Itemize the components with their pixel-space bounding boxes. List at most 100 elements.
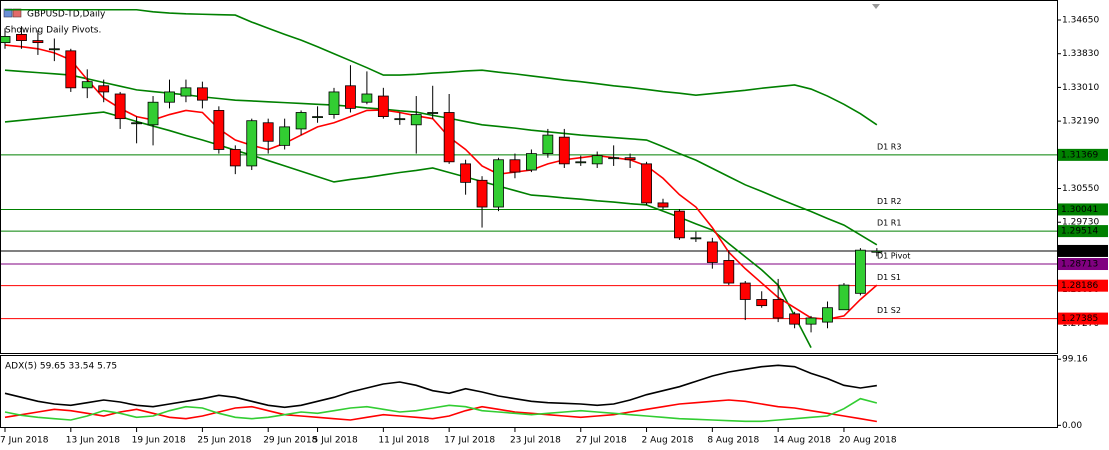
candle-body: [641, 163, 652, 204]
candle-body: [772, 299, 784, 319]
candle-body: [213, 110, 225, 150]
x-tick-label: 11 Jul 2018: [378, 436, 429, 446]
indicator-panel: [0, 355, 1058, 428]
candle-body: [262, 122, 274, 142]
y-tick-label: 1.34650: [1062, 16, 1099, 26]
x-tick-label: 7 Jun 2018: [0, 436, 49, 446]
price-box: [1058, 225, 1108, 238]
x-tick-label: 19 Jun 2018: [132, 436, 186, 446]
plot-area: [4, 364, 878, 423]
price-box: [1058, 258, 1108, 271]
overlay-line: [4, 69, 878, 246]
price-box: [1058, 312, 1108, 325]
price-box: [1058, 279, 1108, 292]
price-box-label: 1.29031: [1061, 246, 1098, 256]
pivot-label: D1 S2: [877, 306, 901, 315]
candle-body: [361, 93, 373, 103]
x-tick-label: 13 Jun 2018: [66, 436, 120, 446]
candle-body: [98, 85, 110, 93]
candle-body: [131, 122, 143, 125]
candle-body: [509, 159, 521, 173]
candle-body: [180, 87, 192, 97]
candle-body: [328, 91, 340, 115]
y-tick-label: 0.00: [1062, 421, 1082, 431]
candle-body: [279, 126, 291, 146]
price-box: [1058, 148, 1108, 161]
price-box-label: 1.28713: [1061, 260, 1098, 270]
candle-body: [147, 101, 159, 126]
candle-body: [443, 112, 455, 163]
main-panel: [0, 0, 1058, 354]
candle-body: [394, 118, 406, 121]
candle-body: [164, 91, 175, 103]
price-box-label: 1.30041: [1061, 205, 1098, 215]
candle-body: [295, 112, 307, 130]
x-tick-label: 20 Aug 2018: [839, 436, 897, 446]
candle-body: [674, 210, 685, 239]
x-tick-label: 27 Jul 2018: [576, 436, 627, 446]
candle-body: [723, 260, 735, 284]
candle-body: [789, 313, 800, 325]
candle-body: [427, 112, 439, 114]
x-tick-label: 14 Aug 2018: [773, 436, 831, 446]
y-tick-label: 1.32190: [1062, 117, 1099, 127]
candle-body: [114, 93, 126, 120]
candle-body: [542, 134, 554, 154]
candle-body: [32, 40, 44, 44]
candle-body: [608, 157, 620, 160]
candle-body: [377, 95, 389, 117]
chart-subtitle: Showing Daily Pivots.: [5, 26, 101, 36]
candle-body: [690, 237, 702, 240]
candle-body: [739, 282, 751, 300]
x-tick-label: 23 Jul 2018: [510, 436, 561, 446]
y-tick-label: 1.33010: [1062, 83, 1099, 93]
candle-body: [460, 163, 472, 183]
overlay-line: [5, 8, 878, 126]
candle-body: [81, 81, 93, 89]
indicator-line: [4, 364, 877, 409]
price-box-label: 1.28186: [1061, 281, 1098, 291]
pivot-label: D1 S1: [877, 273, 901, 282]
candle-body: [805, 317, 817, 325]
y-tick-label: 1.33830: [1062, 49, 1099, 59]
price-box: [1058, 244, 1108, 257]
candle-body: [493, 159, 504, 208]
price-box-label: 1.31369: [1061, 150, 1098, 160]
candle-body: [657, 202, 669, 208]
y-tick-label: 1.30550: [1062, 184, 1099, 194]
candle-body: [65, 50, 77, 89]
candle-body: [229, 149, 241, 167]
candle-body: [1, 36, 11, 44]
x-tick-label: 5 Jul 2018: [313, 436, 358, 446]
candle-body: [558, 136, 570, 165]
y-tick-label: 99.16: [1062, 355, 1088, 365]
candle-body: [526, 153, 537, 171]
candle-body: [822, 307, 833, 323]
candle-body: [575, 161, 587, 164]
pivot-label: D1 R3: [877, 142, 901, 151]
indicator-title: ADX(5) 59.65 33.54 5.75: [5, 362, 117, 372]
indicator-line: [4, 397, 878, 423]
candle-body: [312, 116, 323, 118]
shift-marker: [872, 4, 880, 9]
chart-title: GBPUSD-TD,Daily: [27, 10, 106, 20]
candle-body: [838, 284, 850, 311]
pivot-label: D1 R1: [877, 219, 901, 228]
candle-body: [871, 250, 883, 253]
y-tick-label: 1.29730: [1062, 218, 1099, 228]
pivot-label: D1 R2: [877, 197, 901, 206]
candle-body: [706, 241, 718, 263]
price-box: [1058, 203, 1108, 216]
candle-body: [48, 48, 60, 51]
x-tick-label: 17 Jul 2018: [444, 436, 495, 446]
x-tick-label: 2 Aug 2018: [642, 436, 694, 446]
candle-body: [591, 155, 603, 165]
candle-body: [756, 299, 768, 307]
candle-body: [476, 179, 488, 208]
candle-body: [855, 249, 866, 294]
x-tick-label: 8 Aug 2018: [707, 436, 759, 446]
candle-body: [624, 157, 636, 161]
